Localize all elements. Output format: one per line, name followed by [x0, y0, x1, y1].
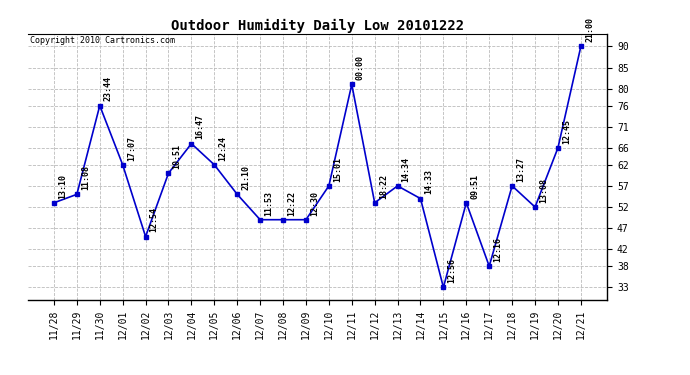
Text: 21:10: 21:10 — [241, 165, 250, 190]
Text: 14:33: 14:33 — [424, 170, 433, 194]
Text: 12:24: 12:24 — [219, 136, 228, 160]
Text: 13:08: 13:08 — [539, 178, 548, 203]
Text: 23:44: 23:44 — [104, 76, 113, 101]
Text: Copyright 2010 Cartronics.com: Copyright 2010 Cartronics.com — [30, 36, 175, 45]
Text: 10:51: 10:51 — [172, 144, 181, 169]
Text: 18:22: 18:22 — [379, 174, 388, 199]
Text: 12:22: 12:22 — [287, 190, 296, 216]
Text: 13:10: 13:10 — [58, 174, 67, 199]
Text: 16:47: 16:47 — [195, 114, 204, 140]
Text: 09:51: 09:51 — [471, 174, 480, 199]
Text: 12:56: 12:56 — [448, 258, 457, 283]
Text: 12:30: 12:30 — [310, 190, 319, 216]
Text: 12:54: 12:54 — [150, 207, 159, 232]
Text: 00:00: 00:00 — [356, 55, 365, 80]
Text: 13:27: 13:27 — [516, 157, 525, 182]
Text: 15:01: 15:01 — [333, 157, 342, 182]
Text: 12:45: 12:45 — [562, 119, 571, 144]
Text: 11:53: 11:53 — [264, 190, 273, 216]
Text: 17:07: 17:07 — [127, 136, 136, 160]
Text: 12:16: 12:16 — [493, 237, 502, 262]
Text: 11:08: 11:08 — [81, 165, 90, 190]
Title: Outdoor Humidity Daily Low 20101222: Outdoor Humidity Daily Low 20101222 — [171, 18, 464, 33]
Text: 21:00: 21:00 — [585, 17, 594, 42]
Text: 14:34: 14:34 — [402, 157, 411, 182]
